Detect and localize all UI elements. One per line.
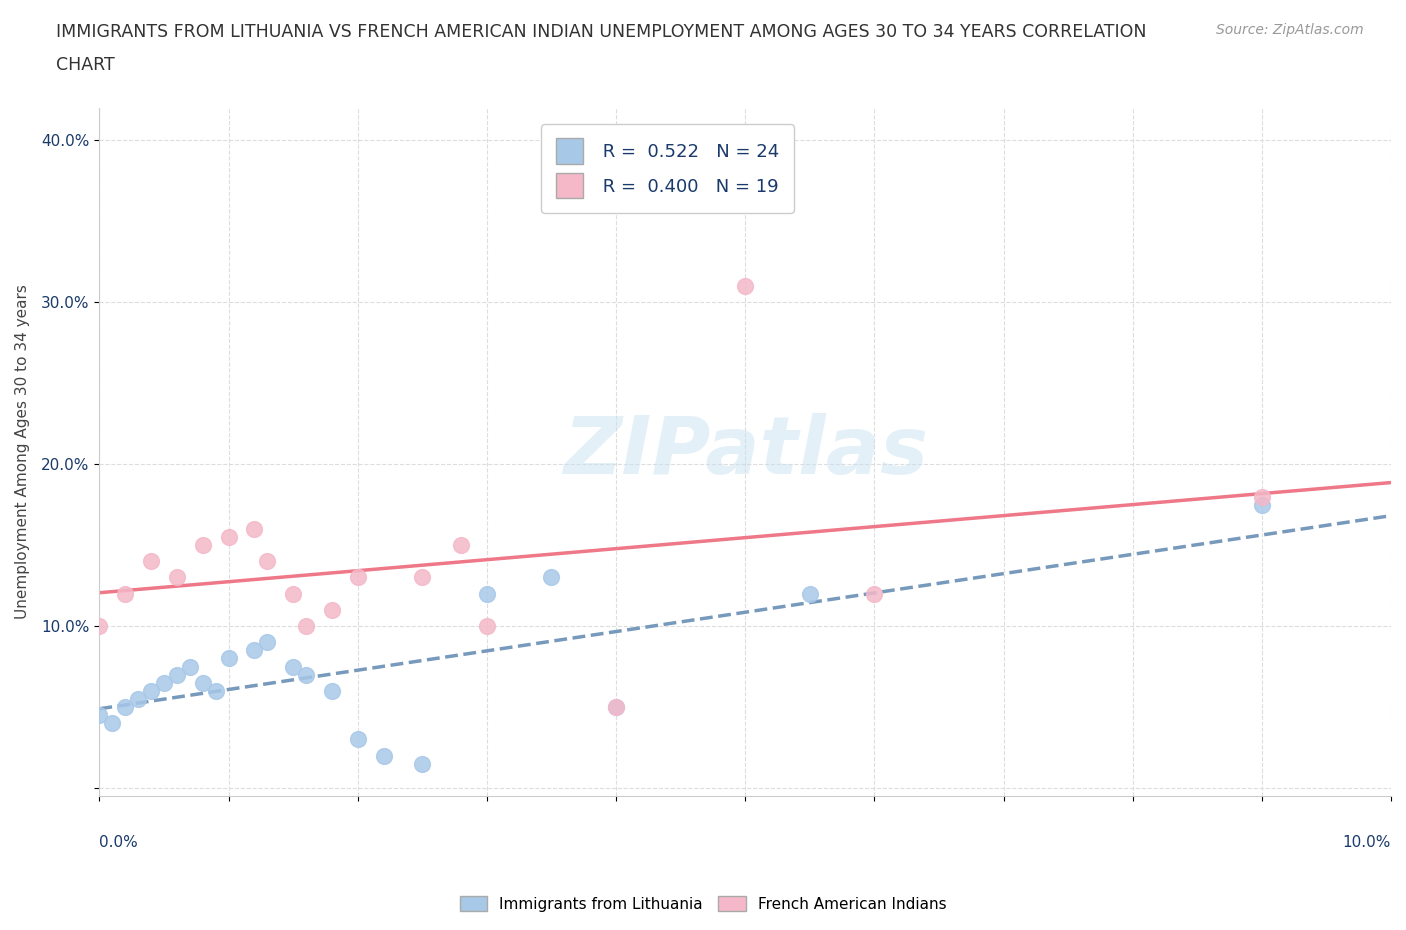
Point xyxy=(346,570,368,585)
Point xyxy=(281,586,304,601)
Y-axis label: Unemployment Among Ages 30 to 34 years: Unemployment Among Ages 30 to 34 years xyxy=(15,285,30,619)
Point xyxy=(475,586,498,601)
Point xyxy=(127,691,149,706)
Point xyxy=(1250,498,1272,512)
Legend: Immigrants from Lithuania, French American Indians: Immigrants from Lithuania, French Americ… xyxy=(453,889,953,918)
Point xyxy=(863,586,886,601)
Point xyxy=(411,570,433,585)
Point xyxy=(139,554,162,569)
Point xyxy=(256,635,278,650)
Point xyxy=(166,570,188,585)
Point xyxy=(346,732,368,747)
Point xyxy=(166,667,188,682)
Point xyxy=(411,756,433,771)
Point xyxy=(153,675,176,690)
Point xyxy=(256,554,278,569)
Point xyxy=(139,684,162,698)
Point xyxy=(218,651,240,666)
Point xyxy=(218,529,240,544)
Point xyxy=(243,643,266,658)
Point xyxy=(114,586,136,601)
Point xyxy=(734,279,756,294)
Text: IMMIGRANTS FROM LITHUANIA VS FRENCH AMERICAN INDIAN UNEMPLOYMENT AMONG AGES 30 T: IMMIGRANTS FROM LITHUANIA VS FRENCH AMER… xyxy=(56,23,1147,41)
Point xyxy=(89,618,111,633)
Point xyxy=(295,618,318,633)
Point xyxy=(475,618,498,633)
Point xyxy=(605,699,627,714)
Point xyxy=(605,699,627,714)
Point xyxy=(281,659,304,674)
Legend:  R =  0.522   N = 24,  R =  0.400   N = 19: R = 0.522 N = 24, R = 0.400 N = 19 xyxy=(541,124,794,213)
Point xyxy=(101,716,124,731)
Text: 0.0%: 0.0% xyxy=(100,835,138,850)
Point xyxy=(179,659,201,674)
Point xyxy=(799,586,821,601)
Point xyxy=(540,570,562,585)
Point xyxy=(204,684,226,698)
Point xyxy=(295,667,318,682)
Point xyxy=(89,708,111,723)
Text: 10.0%: 10.0% xyxy=(1343,835,1391,850)
Point xyxy=(1250,489,1272,504)
Point xyxy=(373,748,395,763)
Point xyxy=(450,538,472,552)
Point xyxy=(321,684,343,698)
Point xyxy=(191,538,214,552)
Point xyxy=(321,603,343,618)
Point xyxy=(191,675,214,690)
Point xyxy=(114,699,136,714)
Text: ZIPatlas: ZIPatlas xyxy=(562,413,928,491)
Text: CHART: CHART xyxy=(56,56,115,73)
Text: Source: ZipAtlas.com: Source: ZipAtlas.com xyxy=(1216,23,1364,37)
Point xyxy=(243,522,266,537)
